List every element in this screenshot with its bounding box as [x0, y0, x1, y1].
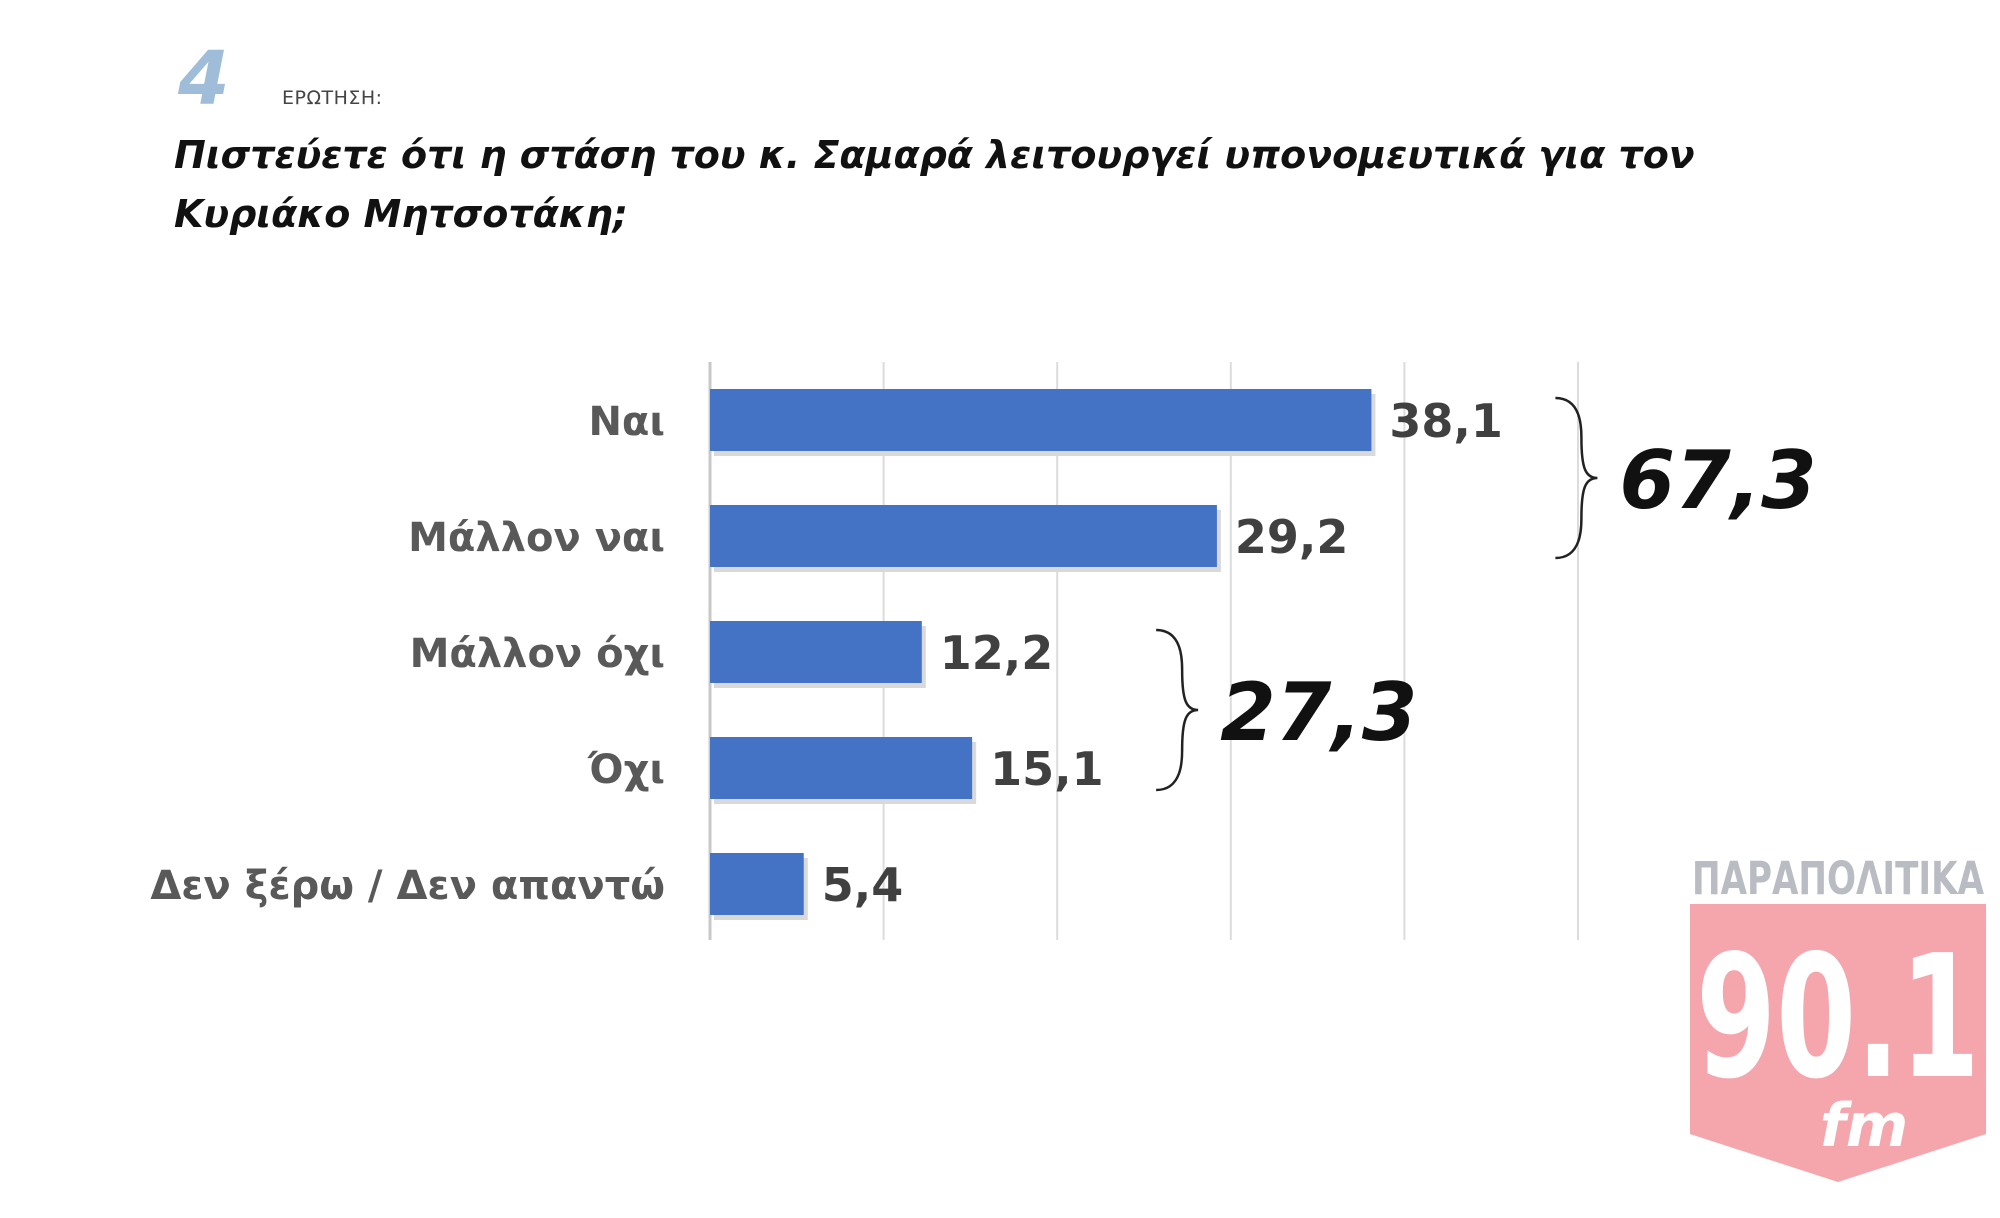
- group-brace: [1555, 396, 1598, 560]
- value-label: 12,2: [940, 626, 1054, 680]
- question-label: ΕΡΩΤΗΣΗ:: [282, 87, 383, 109]
- value-label: 38,1: [1389, 394, 1503, 448]
- question-number: 4: [178, 36, 230, 122]
- group-total-label: 27,3: [1220, 666, 1417, 759]
- group-brace: [1156, 628, 1199, 792]
- radio-station-logo: ΠΑΡΑΠΟΛΙΤΙΚΑ 90.1 fm: [1690, 852, 1986, 1182]
- bar: [710, 853, 804, 915]
- logo-fm-text: fm: [1820, 1091, 1909, 1161]
- category-label: Ναι: [588, 399, 665, 445]
- value-label: 5,4: [822, 858, 904, 912]
- logo-top-text: ΠΑΡΑΠΟΛΙΤΙΚΑ: [1692, 852, 1984, 905]
- logo-number-text: 90.1: [1696, 919, 1980, 1117]
- question-text: Πιστεύετε ότι η στάση του κ. Σαμαρά λειτ…: [174, 133, 1695, 236]
- bar: [710, 389, 1372, 451]
- logo-background-point: [1690, 1134, 1986, 1182]
- category-label: Όχι: [587, 747, 665, 793]
- group-total-label: 67,3: [1619, 434, 1816, 527]
- bar: [710, 737, 973, 799]
- bar: [710, 505, 1217, 567]
- logo-background: [1690, 904, 1986, 1134]
- bar: [710, 621, 922, 683]
- category-label: Μάλλον όχι: [410, 631, 665, 677]
- value-label: 15,1: [990, 742, 1104, 796]
- category-label: Μάλλον ναι: [408, 515, 665, 561]
- value-label: 29,2: [1235, 510, 1349, 564]
- category-label: Δεν ξέρω / Δεν απαντώ: [150, 863, 665, 909]
